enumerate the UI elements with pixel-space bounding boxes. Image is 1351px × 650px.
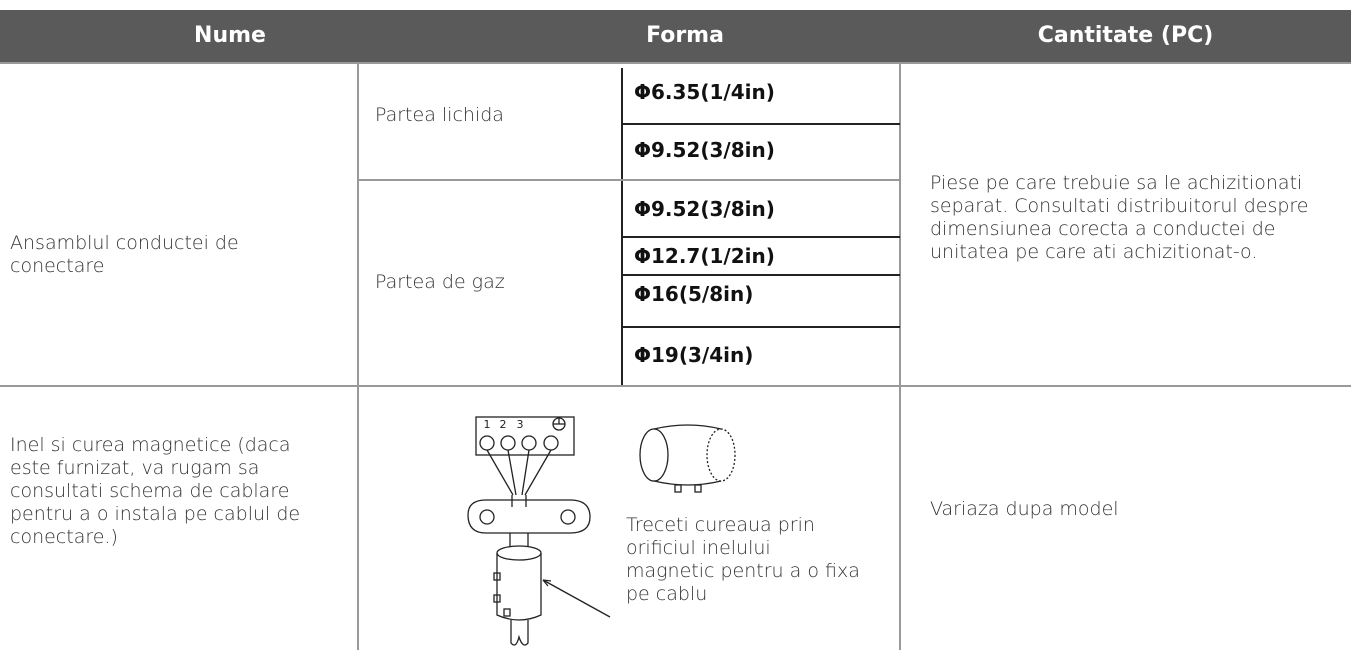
header-bar bbox=[0, 10, 1351, 62]
header-cell: Nume bbox=[194, 23, 266, 48]
row-line bbox=[0, 62, 1351, 64]
quantity: Variaza dupa model bbox=[930, 498, 1119, 520]
item-name: Inel si curea magnetice (daca este furni… bbox=[10, 434, 301, 548]
figure-caption: Treceti cureaua prin orificiul inelului … bbox=[626, 514, 860, 605]
group-line bbox=[358, 179, 900, 181]
cell-line bbox=[621, 123, 900, 125]
header-cell: Cantitate (PC) bbox=[1037, 23, 1214, 48]
size: Φ16(5/8in) bbox=[634, 282, 754, 306]
terminal-number: 1 bbox=[484, 418, 491, 431]
row-line bbox=[0, 385, 1351, 387]
quantity: Piese pe care trebuie sa le achizitionat… bbox=[930, 172, 1309, 263]
size: Φ12.7(1/2in) bbox=[634, 244, 775, 268]
size: Φ9.52(3/8in) bbox=[634, 138, 775, 162]
size: Φ19(3/4in) bbox=[634, 343, 754, 367]
cell-line bbox=[621, 274, 900, 276]
cell-line bbox=[621, 236, 900, 238]
size: Φ9.52(3/8in) bbox=[634, 197, 775, 221]
terminal-number: 2 bbox=[500, 418, 507, 431]
header-cell: Forma bbox=[646, 23, 724, 48]
item-name: Ansamblul conductei de conectare bbox=[10, 232, 239, 277]
col-line bbox=[899, 64, 901, 650]
group-label: Partea de gaz bbox=[375, 271, 505, 293]
size: Φ6.35(1/4in) bbox=[634, 80, 775, 104]
group-label: Partea lichida bbox=[375, 104, 504, 126]
terminal-number: 3 bbox=[517, 418, 524, 431]
col-line bbox=[357, 64, 359, 650]
col-line bbox=[621, 68, 623, 385]
cell-line bbox=[621, 326, 900, 328]
terminal-block bbox=[475, 416, 575, 456]
ring-figure: 1 2 3 bbox=[467, 416, 736, 646]
